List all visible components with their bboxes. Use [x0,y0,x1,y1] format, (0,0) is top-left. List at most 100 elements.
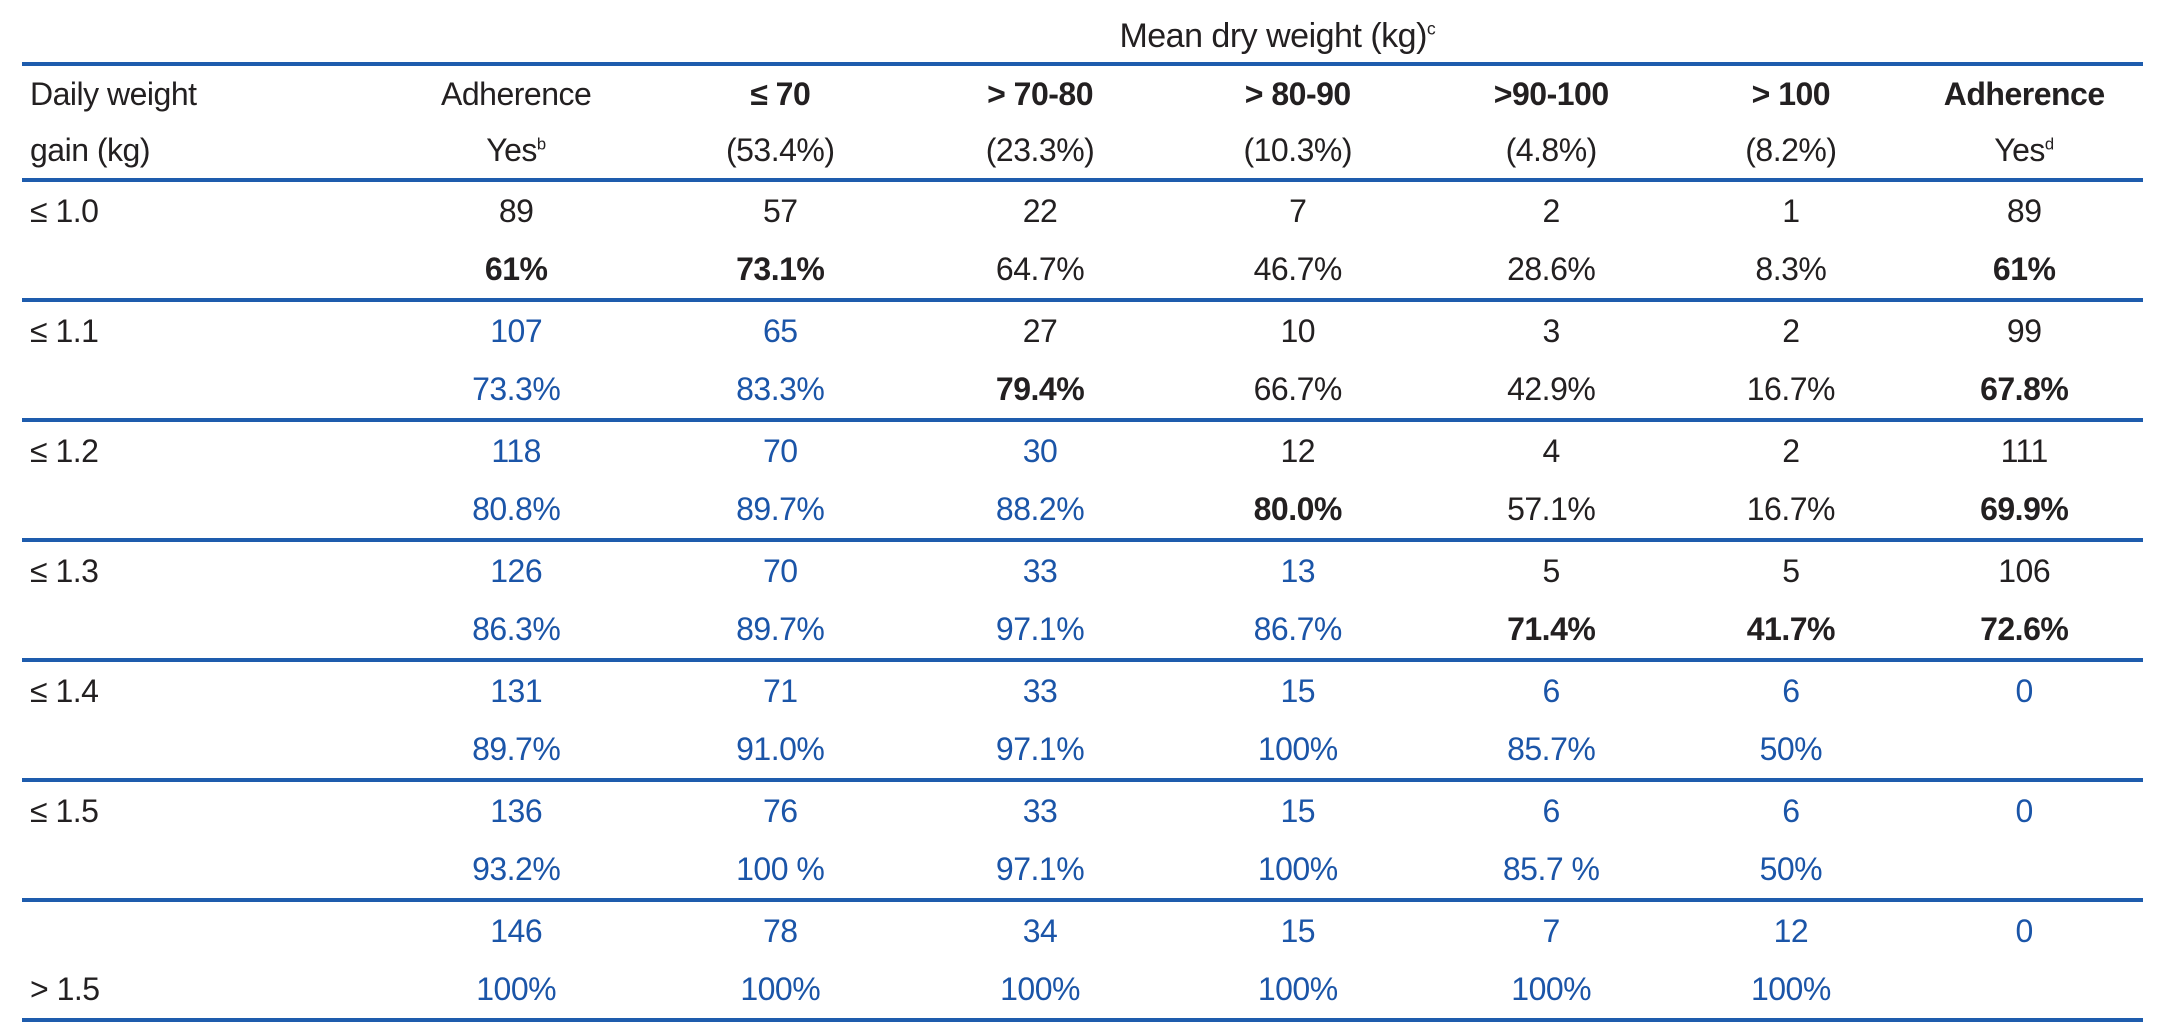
column-header-2-line2: (53.4%) [649,122,911,182]
column-header-5-line1: >90-100 [1493,75,1609,112]
count-cell: 6 [1782,672,1800,709]
count-cell: 15 [1280,912,1316,949]
percent-cell: 85.7% [1426,720,1677,782]
percent-cell: 86.3% [382,600,650,662]
count-cell: 7 [1542,912,1561,949]
percent-cell: 80.0% [1169,480,1427,542]
count-cell: 57 [762,192,798,229]
count-row-5: ≤ 1.5 136 76 33 15 6 6 0 [22,780,2143,840]
table-head: Mean dry weight (kg)c Daily weight Adhere… [22,10,2143,182]
percent-cell: 89.7% [649,600,911,662]
percent-cell: 16.7% [1676,360,1906,422]
count-cell: 106 [1998,552,2051,589]
percent-cell [1905,840,2143,902]
table-title-text: Mean dry weight (kg) [1119,16,1427,55]
percent-cell: 41.7% [1676,600,1906,662]
percent-cell [1905,720,2143,782]
count-cell: 65 [762,312,798,349]
percent-cell: 73.3% [382,360,650,422]
count-cell: 15 [1280,792,1316,829]
count-cell: 33 [1022,672,1058,709]
row-label [22,360,383,422]
percent-cell: 100% [1169,840,1427,902]
percent-cell: 97.1% [910,720,1170,782]
percent-row-3: 86.3% 89.7% 97.1% 86.7% 71.4% 41.7% 72.6% [22,600,2143,662]
row-label: > 1.5 [22,960,383,1022]
count-cell: 131 [490,672,543,709]
percent-cell: 16.7% [1676,480,1906,542]
percent-cell: 100% [649,960,911,1022]
count-cell: 6 [1542,792,1561,829]
percent-cell: 8.3% [1676,240,1906,302]
count-cell: 70 [762,432,798,469]
column-header-2-line1: ≤ 70 [750,75,811,112]
column-header-row-1: Daily weight Adherence ≤ 70 > 70-80 > 80-90 >… [22,64,2143,122]
count-cell: 126 [490,552,543,589]
count-cell: 89 [2006,192,2042,229]
percent-cell: 86.7% [1169,600,1427,662]
column-header-4-line1: > 80-90 [1244,75,1351,112]
count-cell: 111 [2000,432,2049,469]
count-cell: 7 [1289,192,1307,229]
row-label: ≤ 1.1 [30,312,99,349]
row-label: ≤ 1.3 [30,552,99,589]
percent-cell: 66.7% [1169,360,1427,422]
spanner-spacer-right [1905,10,2143,66]
row-label [22,720,383,782]
percent-cell: 100% [1169,960,1427,1022]
count-cell: 78 [762,912,798,949]
column-header-row-2: gain (kg) Yesb (53.4%) (23.3%) (10.3%) (4.8%)… [22,122,2143,182]
count-row-2: ≤ 1.2 118 70 30 12 4 2 111 [22,420,2143,480]
percent-cell: 100% [1426,960,1677,1022]
count-cell: 33 [1022,792,1058,829]
percent-row-4: 89.7% 91.0% 97.1% 100% 85.7% 50% [22,720,2143,782]
percent-cell: 80.8% [382,480,650,542]
table-title: Mean dry weight (kg)c [649,10,1906,66]
count-cell: 71 [762,672,798,709]
count-cell: 5 [1782,552,1800,589]
row-label: ≤ 1.0 [30,192,99,229]
column-header-5-line2: (4.8%) [1426,122,1677,182]
percent-cell: 100% [1169,720,1427,782]
percent-cell: 100 % [649,840,911,902]
count-cell: 6 [1542,672,1561,709]
percent-cell: 91.0% [649,720,911,782]
percent-cell: 100% [910,960,1170,1022]
count-cell: 0 [2015,792,2034,829]
row-label [22,840,383,902]
percent-cell: 79.4% [910,360,1170,422]
count-cell: 12 [1280,432,1316,469]
count-cell: 13 [1280,552,1316,589]
column-header-6-line1: > 100 [1751,75,1831,112]
count-cell: 99 [2006,312,2042,349]
column-header-4-line2: (10.3%) [1169,122,1427,182]
percent-cell: 50% [1676,840,1906,902]
column-header-7-line1: Adherence [1943,75,2105,112]
percent-cell: 67.8% [1905,360,2143,422]
count-cell: 6 [1782,792,1800,829]
row-label [22,600,383,662]
count-cell: 76 [762,792,798,829]
column-header-3-line1: > 70-80 [987,75,1093,112]
count-cell: 33 [1022,552,1058,589]
row-label: ≤ 1.5 [30,792,99,829]
spanner-row: Mean dry weight (kg)c [22,10,2143,66]
percent-cell: 83.3% [649,360,911,422]
percent-cell: 72.6% [1905,600,2143,662]
percent-row-1: 73.3% 83.3% 79.4% 66.7% 42.9% 16.7% 67.8% [22,360,2143,422]
count-cell: 12 [1773,912,1809,949]
percent-cell: 85.7 % [1426,840,1677,902]
count-cell: 107 [490,312,543,349]
row-label [22,480,383,542]
percent-row-2: 80.8% 89.7% 88.2% 80.0% 57.1% 16.7% 69.9% [22,480,2143,542]
adherence-table: Mean dry weight (kg)c Daily weight Adhere… [22,10,2143,1022]
percent-cell: 50% [1676,720,1906,782]
percent-row-6: > 1.5 100% 100% 100% 100% 100% 100% [22,960,2143,1022]
percent-cell: 71.4% [1426,600,1677,662]
percent-cell: 64.7% [910,240,1170,302]
count-cell: 2 [1782,312,1800,349]
percent-cell: 46.7% [1169,240,1427,302]
page: { "title": { "text": "Mean dry weight (k… [0,10,2165,1026]
column-header-7-line2: Yesd [1905,122,2143,182]
percent-cell: 97.1% [910,840,1170,902]
